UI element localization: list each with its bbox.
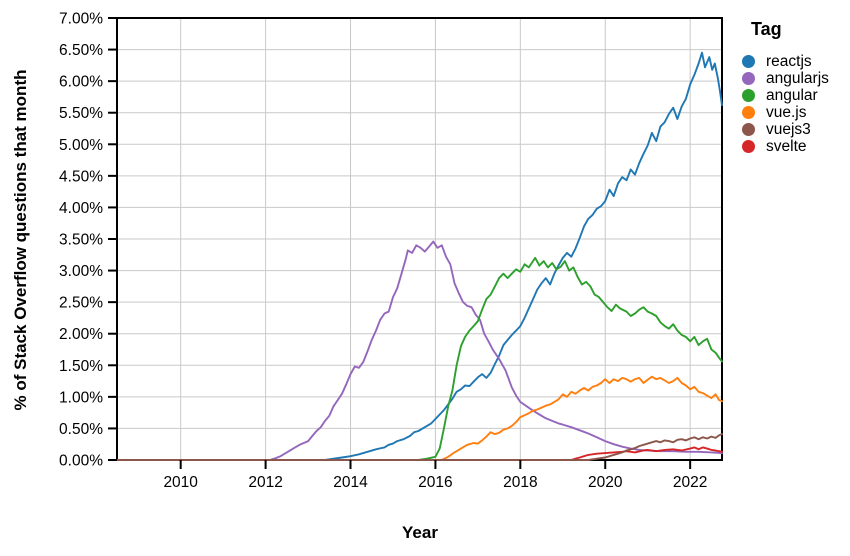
legend-item-label: reactjs bbox=[766, 53, 812, 70]
legend-item-label: vuejs3 bbox=[766, 121, 811, 138]
gridlines bbox=[117, 18, 722, 460]
x-tick-label: 2018 bbox=[503, 474, 537, 491]
legend-color-dot bbox=[742, 123, 755, 136]
series-line-vue.js bbox=[116, 375, 723, 461]
series-line-angularjs bbox=[116, 240, 723, 461]
y-tick-label: 4.00% bbox=[59, 200, 103, 217]
series-lines bbox=[116, 51, 723, 461]
x-tick-label: 2010 bbox=[163, 474, 198, 491]
legend-item-vuejs3[interactable]: vuejs3 bbox=[742, 121, 829, 138]
legend-item-angularjs[interactable]: angularjs bbox=[742, 70, 829, 87]
y-tick-label: 1.50% bbox=[59, 358, 103, 375]
y-tick-label: 1.00% bbox=[59, 389, 103, 406]
legend-color-dot bbox=[742, 89, 755, 102]
tick-labels: 0.00% 0.50% 1.00% 1.50% 2.00% 2.50% 3.00% 3.50%… bbox=[59, 11, 707, 492]
x-tick-label: 2014 bbox=[333, 474, 368, 491]
legend-item-angular[interactable]: angular bbox=[742, 87, 829, 104]
y-tick-label: 3.00% bbox=[59, 263, 103, 280]
legend-title: Tag bbox=[751, 19, 782, 39]
y-tick-label: 0.50% bbox=[59, 421, 103, 438]
y-tick-label: 7.00% bbox=[59, 11, 103, 28]
series-line-vuejs3 bbox=[116, 433, 723, 461]
legend-color-dot bbox=[742, 140, 755, 153]
legend-item-vue.js[interactable]: vue.js bbox=[742, 104, 829, 121]
series-line-angular bbox=[116, 256, 723, 461]
y-tick-label: 4.50% bbox=[59, 168, 103, 185]
series-line-reactjs bbox=[116, 51, 723, 461]
y-tick-label: 2.00% bbox=[59, 326, 103, 343]
x-tick-label: 2022 bbox=[673, 474, 707, 491]
legend-color-dot bbox=[742, 72, 755, 85]
y-axis-label: % of Stack Overflow questions that month bbox=[11, 69, 30, 411]
legend-item-svelte[interactable]: svelte bbox=[742, 138, 829, 155]
series-line-svelte bbox=[116, 446, 723, 461]
y-tick-label: 0.00% bbox=[59, 453, 103, 470]
legend-item-label: angular bbox=[766, 87, 818, 104]
x-axis-label: Year bbox=[402, 523, 438, 542]
legend-color-dot bbox=[742, 106, 755, 119]
axis-ticks bbox=[108, 17, 692, 469]
x-tick-label: 2012 bbox=[248, 474, 282, 491]
legend-item-label: angularjs bbox=[766, 70, 829, 87]
legend-items: reactjs angularjs angular vue.js vuejs3 … bbox=[742, 53, 829, 155]
legend-item-label: svelte bbox=[766, 138, 807, 155]
y-tick-label: 5.50% bbox=[59, 105, 103, 122]
y-tick-label: 6.50% bbox=[59, 42, 103, 59]
x-tick-label: 2020 bbox=[588, 474, 623, 491]
x-tick-label: 2016 bbox=[418, 474, 452, 491]
legend-item-label: vue.js bbox=[766, 104, 807, 121]
legend: Tag reactjs angularjs angular vue.js vue… bbox=[742, 19, 829, 155]
y-tick-label: 5.00% bbox=[59, 137, 103, 154]
legend-color-dot bbox=[742, 55, 755, 68]
y-tick-label: 6.00% bbox=[59, 74, 103, 91]
y-tick-label: 2.50% bbox=[59, 295, 103, 312]
y-tick-label: 3.50% bbox=[59, 232, 103, 249]
legend-item-reactjs[interactable]: reactjs bbox=[742, 53, 829, 70]
